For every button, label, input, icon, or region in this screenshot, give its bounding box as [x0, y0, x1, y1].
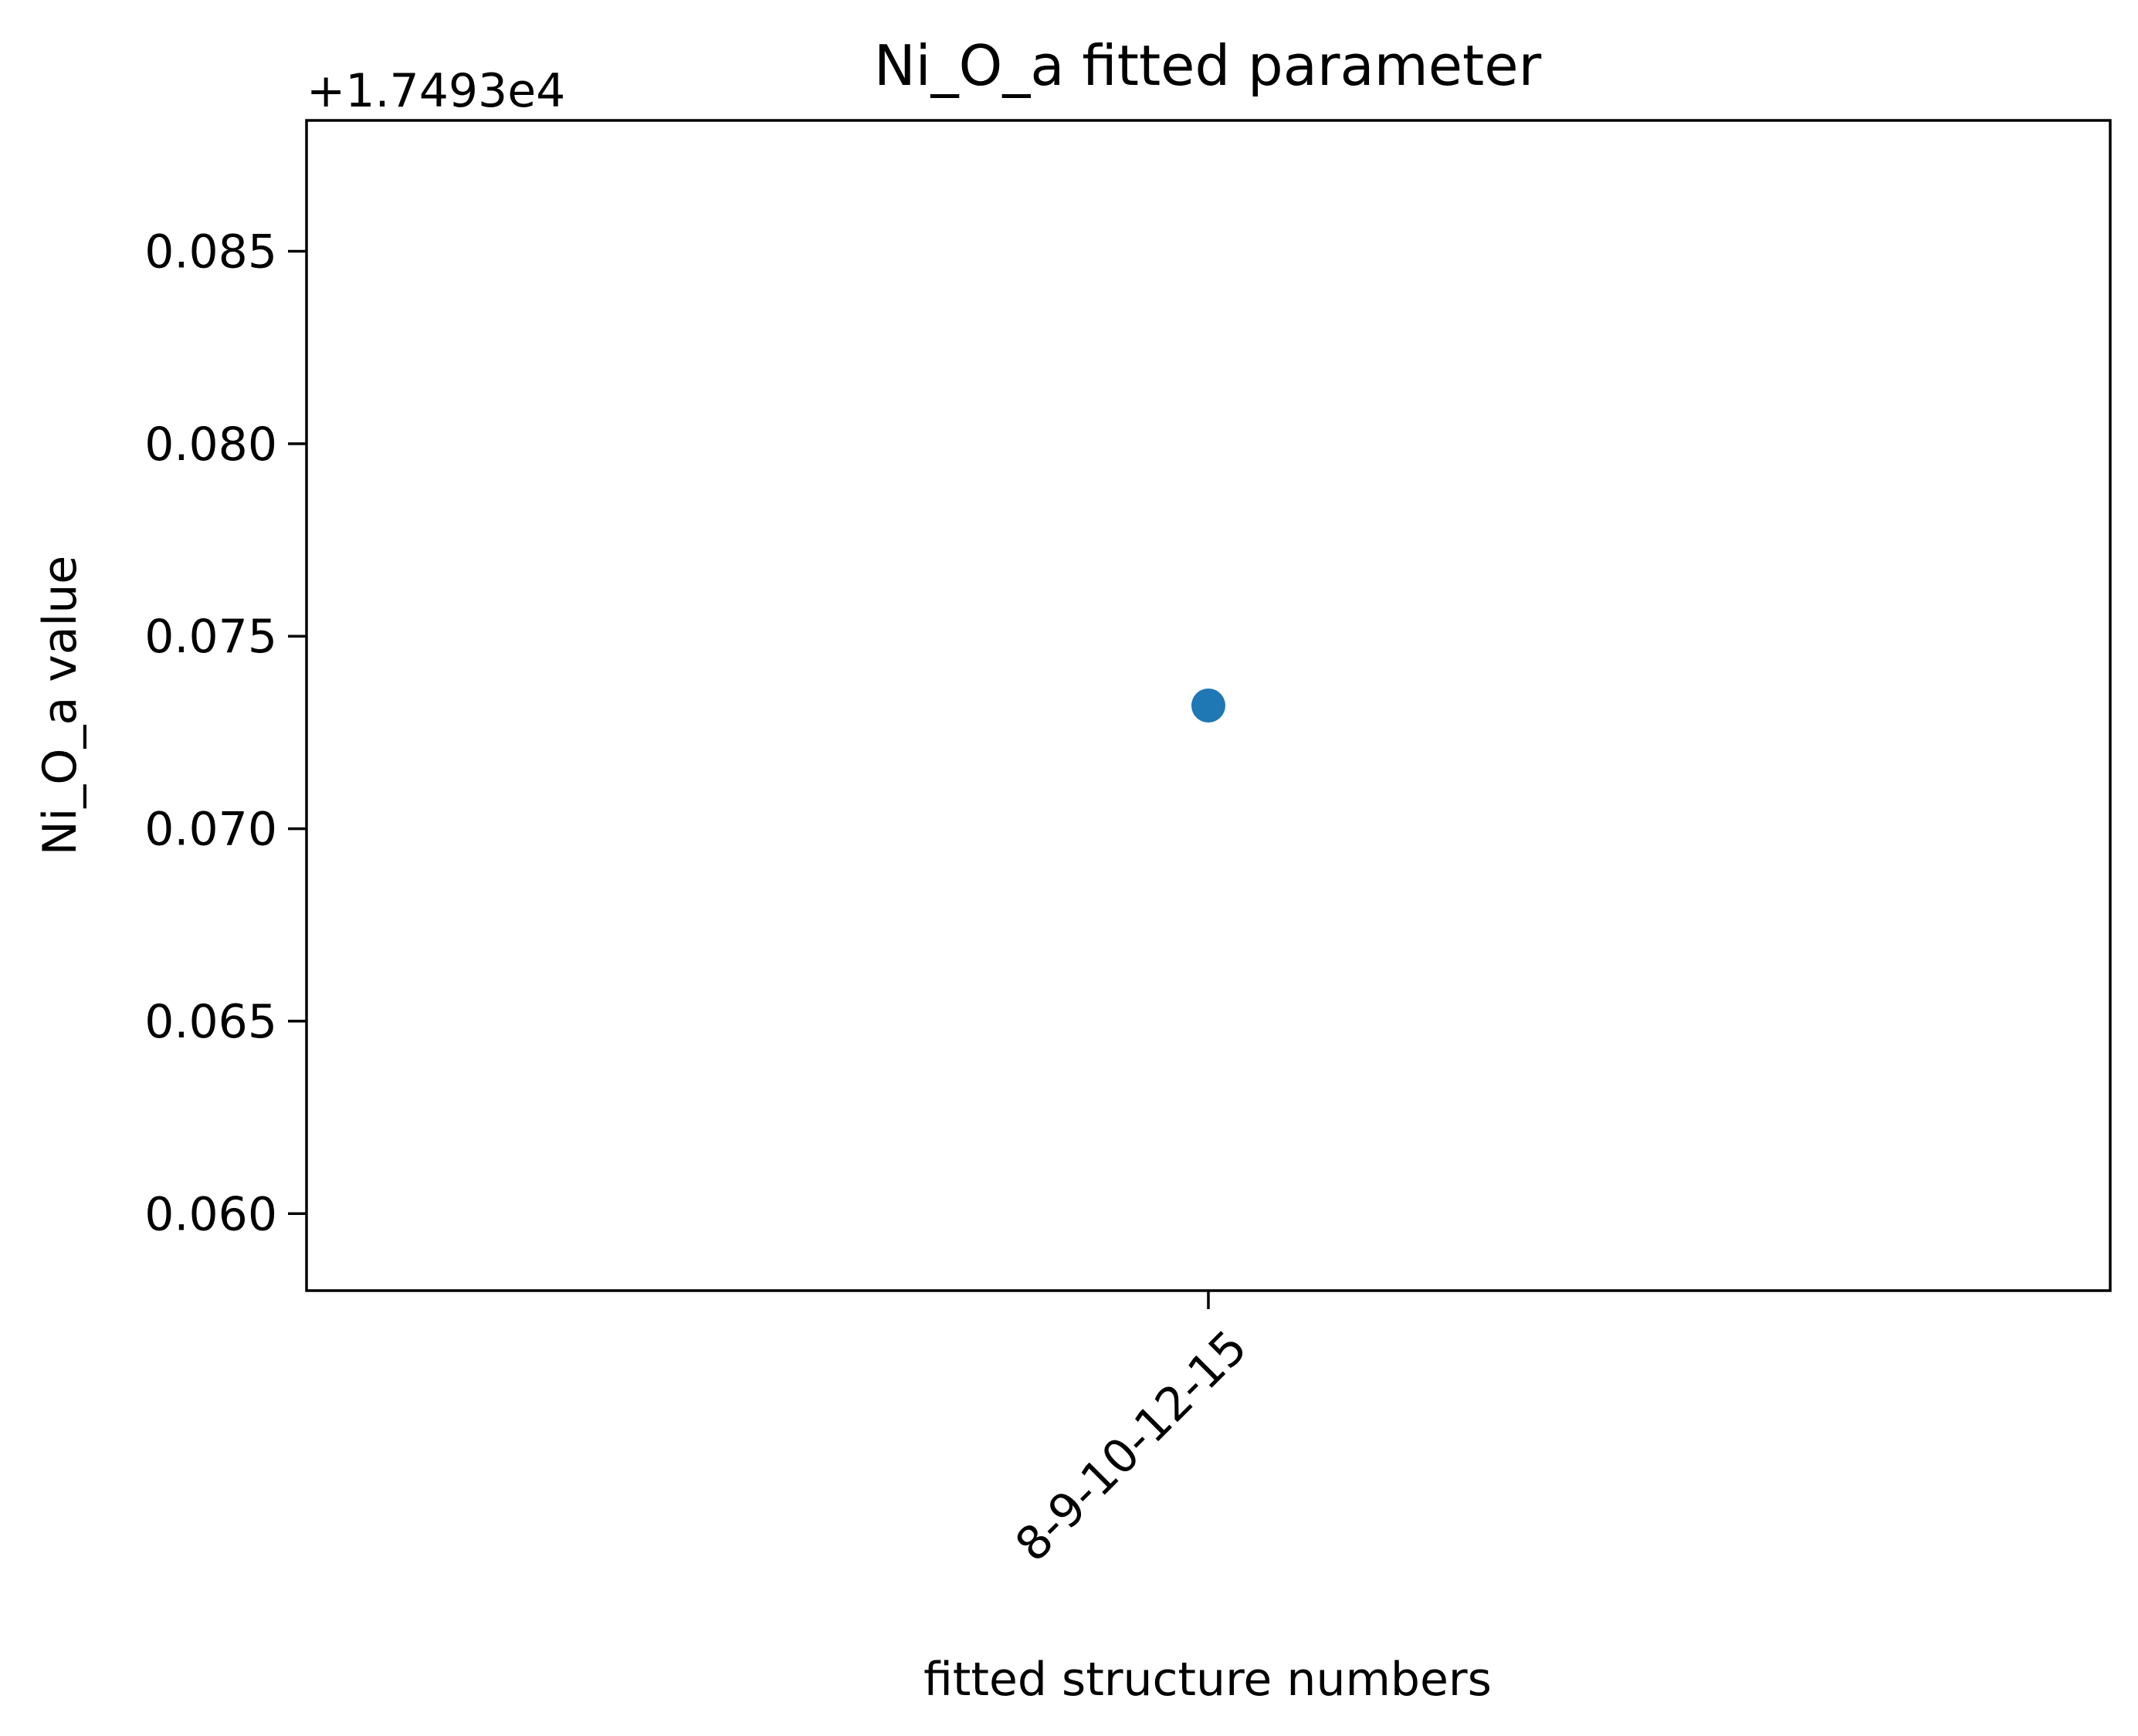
- data-points: [1191, 689, 1225, 722]
- plot-frame: [305, 119, 2112, 1292]
- y-axis-offset-label: +1.7493e4: [307, 64, 565, 118]
- y-tick-label: 0.075: [144, 610, 277, 664]
- y-tick-label: 0.085: [144, 225, 277, 279]
- y-axis-ticks: 0.060 0.065 0.070 0.075 0.080 0.085: [144, 225, 307, 1241]
- y-tick-label: 0.060: [144, 1187, 277, 1241]
- chart-title: Ni_O_a fitted parameter: [874, 33, 1542, 98]
- y-tick-label: 0.070: [144, 803, 277, 857]
- y-tick-label: 0.080: [144, 418, 277, 472]
- y-axis-label: Ni_O_a value: [33, 556, 87, 856]
- x-axis-label: fitted structure numbers: [923, 1653, 1492, 1707]
- data-point: [1191, 689, 1225, 722]
- y-tick-label: 0.065: [144, 995, 277, 1049]
